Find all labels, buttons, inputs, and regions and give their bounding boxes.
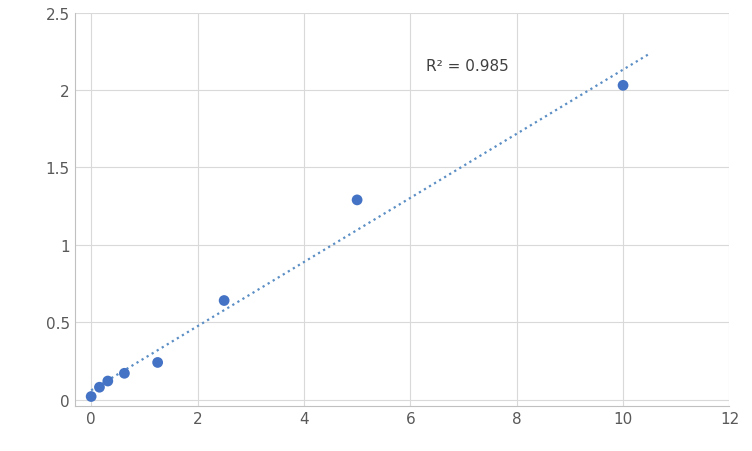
Text: R² = 0.985: R² = 0.985 (426, 59, 509, 74)
Point (118, 370, 130, 377)
Point (93, 384, 105, 391)
Point (617, 83, 629, 90)
Point (152, 359, 164, 366)
Point (85, 393, 97, 400)
Point (102, 377, 114, 385)
Point (218, 297, 230, 304)
Point (351, 197, 363, 204)
